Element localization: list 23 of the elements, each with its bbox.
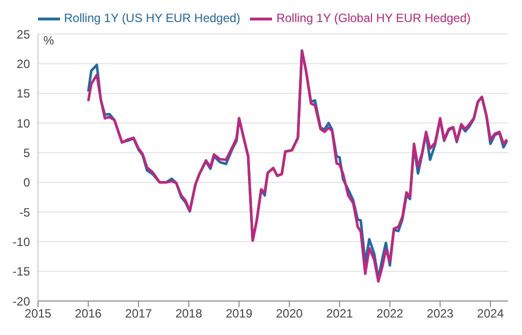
x-tick-label: 2023	[426, 306, 454, 321]
y-tick-label: -10	[12, 234, 30, 249]
legend-label: Rolling 1Y (US HY EUR Hedged)	[64, 11, 240, 26]
x-tick-label: 2019	[226, 306, 253, 321]
y-tick-label: -15	[12, 264, 30, 279]
x-tick-label: 2017	[125, 306, 152, 321]
x-tick-label: 2016	[74, 306, 102, 321]
y-tick-label: 10	[16, 116, 30, 130]
x-tick-label: 2021	[326, 306, 354, 321]
y-tick-label: 0	[23, 176, 30, 190]
y-tick-label: -20	[12, 294, 30, 308]
legend-label: Rolling 1Y (Global HY EUR Hedged)	[276, 11, 471, 26]
y-axis-title: %	[43, 34, 54, 48]
y-tick-label: 20	[16, 56, 30, 71]
y-tick-label: 5	[23, 146, 30, 160]
x-tick-label: 2022	[376, 306, 404, 321]
y-tick-label: 15	[16, 86, 30, 101]
x-tick-label: 2020	[276, 306, 304, 321]
x-tick-label: 2015	[24, 306, 52, 321]
y-tick-label: -5	[19, 205, 30, 220]
y-tick-label: 25	[16, 27, 30, 42]
x-tick-label: 2024	[477, 306, 504, 321]
x-tick-label: 2018	[175, 306, 202, 321]
